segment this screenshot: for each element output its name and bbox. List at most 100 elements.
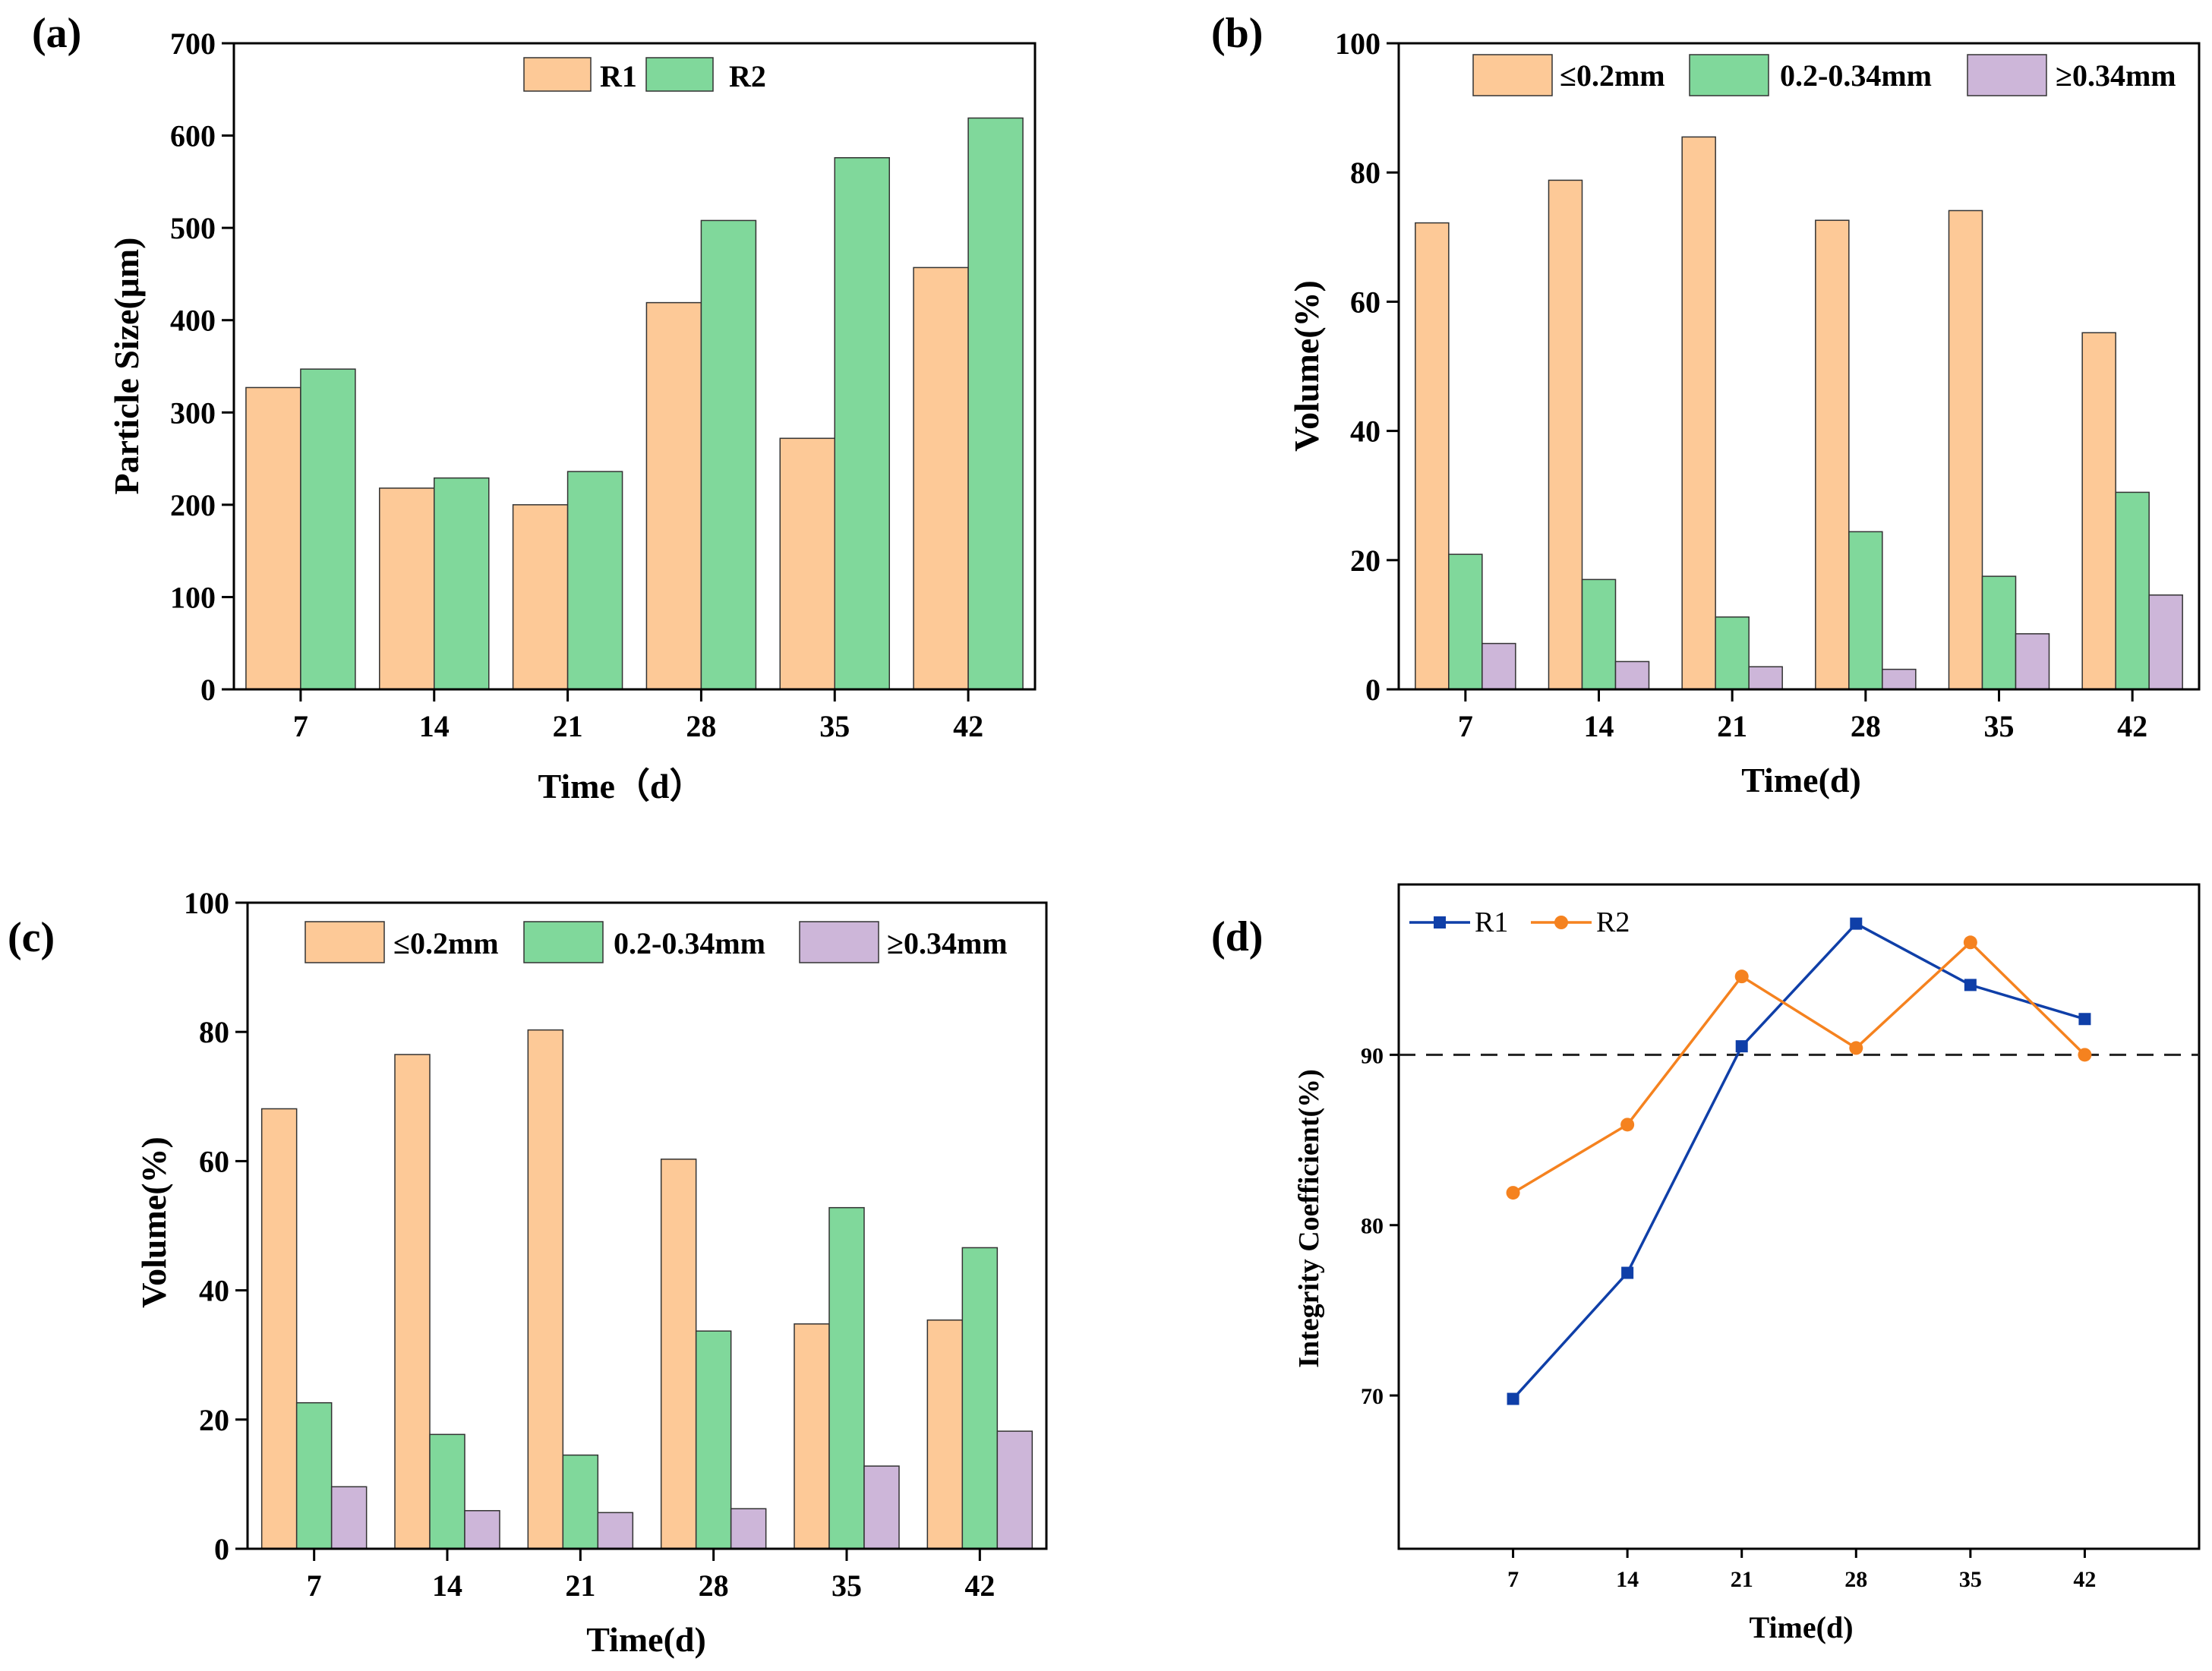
legend-label: 0.2-0.34mm — [1780, 58, 1932, 93]
data-point — [1735, 1040, 1748, 1053]
y-tick-label: 500 — [170, 211, 216, 245]
x-tick-label: 35 — [1959, 1567, 1982, 1592]
data-point — [1734, 969, 1749, 984]
x-tick-label: 7 — [307, 1569, 322, 1603]
bar — [2115, 491, 2150, 690]
legend-swatch — [1472, 54, 1553, 96]
bar — [1482, 642, 1516, 690]
y-tick-label: 700 — [170, 27, 216, 61]
data-point — [1506, 1186, 1520, 1200]
x-axis-title: Time(d) — [1749, 1610, 1853, 1644]
bar — [794, 1323, 830, 1550]
legend-swatch — [645, 57, 714, 92]
y-tick-label: 80 — [199, 1015, 229, 1049]
panel-b: (b) 0 20 40 60 80 100 7 14 21 28 35 42 Time(d) Volume(… — [1211, 10, 2201, 799]
data-point — [1850, 917, 1863, 930]
bar — [730, 1508, 767, 1550]
legend-label: R2 — [1596, 906, 1630, 938]
bar — [863, 1465, 900, 1550]
y-tick-label: 0 — [1365, 673, 1381, 707]
bar — [996, 1430, 1033, 1550]
legend-swatch — [523, 57, 592, 92]
plot-frame — [232, 42, 1037, 691]
y-tick-label: 40 — [1350, 415, 1381, 449]
x-tick-label: 7 — [293, 709, 308, 743]
panel-label: (a) — [32, 10, 81, 57]
x-tick-label: 35 — [1984, 709, 2015, 743]
bar — [834, 156, 890, 690]
bar — [1981, 575, 2017, 690]
y-tick-label: 200 — [170, 488, 216, 522]
bar — [2015, 633, 2050, 690]
bar — [300, 368, 356, 690]
bar — [379, 487, 435, 690]
x-axis-title: Time(d) — [586, 1620, 706, 1659]
bar — [566, 471, 623, 690]
bar — [562, 1454, 599, 1550]
legend-swatch — [1967, 54, 2047, 96]
x-tick-label: 14 — [1584, 709, 1614, 743]
bar — [1681, 136, 1716, 690]
x-tick-label: 21 — [565, 1569, 595, 1603]
bar — [779, 437, 835, 690]
y-axis-title: Integrity Coefficient(%) — [1293, 1069, 1325, 1368]
x-axis-title: Time（d） — [538, 767, 705, 806]
bar — [330, 1486, 368, 1550]
y-tick-label: 20 — [1350, 544, 1381, 578]
panel-a: (a) 0 100 200 300 400 500 600 700 7 14 21 28 35 42 Time… — [32, 10, 1037, 806]
data-point — [1849, 1041, 1863, 1055]
legend-swatch — [305, 921, 385, 963]
x-axis-title: Time(d) — [1741, 761, 1861, 799]
x-tick-label: 35 — [831, 1569, 862, 1603]
y-axis-title: Volume(%) — [1287, 280, 1326, 452]
bar — [961, 1247, 999, 1550]
y-tick-label: 400 — [170, 304, 216, 338]
bar — [527, 1029, 564, 1550]
series-line-r1 — [1512, 922, 2085, 1400]
plot-frame — [1397, 42, 2201, 691]
x-tick-label: 28 — [686, 709, 716, 743]
bar — [512, 504, 569, 690]
y-tick-label: 100 — [184, 886, 229, 920]
data-point — [1963, 935, 1977, 950]
x-tick-label: 14 — [432, 1569, 462, 1603]
bar — [2081, 332, 2116, 690]
legend-label: 0.2-0.34mm — [614, 926, 765, 960]
panel-label: (b) — [1211, 10, 1263, 57]
y-axis-title: Volume(%) — [134, 1137, 173, 1308]
bar — [660, 1159, 697, 1550]
legend-label: ≤0.2mm — [1560, 58, 1665, 93]
x-tick-label: 7 — [1458, 709, 1473, 743]
x-tick-label: 14 — [419, 709, 450, 743]
bar — [913, 266, 969, 690]
y-tick-label: 20 — [199, 1403, 229, 1437]
x-tick-label: 42 — [953, 709, 983, 743]
legend-swatch — [523, 921, 604, 963]
bar — [1448, 553, 1483, 690]
data-point — [1620, 1118, 1635, 1132]
series-line-r2 — [1512, 940, 2086, 1194]
bar — [828, 1206, 865, 1550]
bar — [1948, 210, 1983, 690]
bar — [926, 1319, 964, 1550]
data-point — [1507, 1392, 1519, 1405]
panel-label: (d) — [1211, 913, 1263, 960]
x-tick-label: 42 — [2073, 1567, 2096, 1592]
y-tick-label: 300 — [170, 396, 216, 430]
x-tick-label: 21 — [1731, 1567, 1753, 1592]
y-tick-label: 0 — [214, 1532, 229, 1566]
panel-label: (c) — [8, 914, 55, 961]
x-tick-label: 21 — [1717, 709, 1747, 743]
x-tick-label: 42 — [964, 1569, 995, 1603]
bar — [1882, 668, 1917, 690]
x-tick-label: 14 — [1616, 1567, 1639, 1592]
bar — [1415, 222, 1450, 690]
y-tick-label: 100 — [1335, 27, 1381, 61]
legend-swatch — [1689, 54, 1769, 96]
panel-d: (d) 70 80 90 7 14 21 28 35 42 R1 R2 Time(d) Integrity… — [1211, 883, 2201, 1644]
y-tick-label: 40 — [199, 1274, 229, 1308]
x-tick-label: 28 — [699, 1569, 729, 1603]
plot-frame — [246, 901, 1048, 1550]
bar — [1581, 579, 1617, 690]
